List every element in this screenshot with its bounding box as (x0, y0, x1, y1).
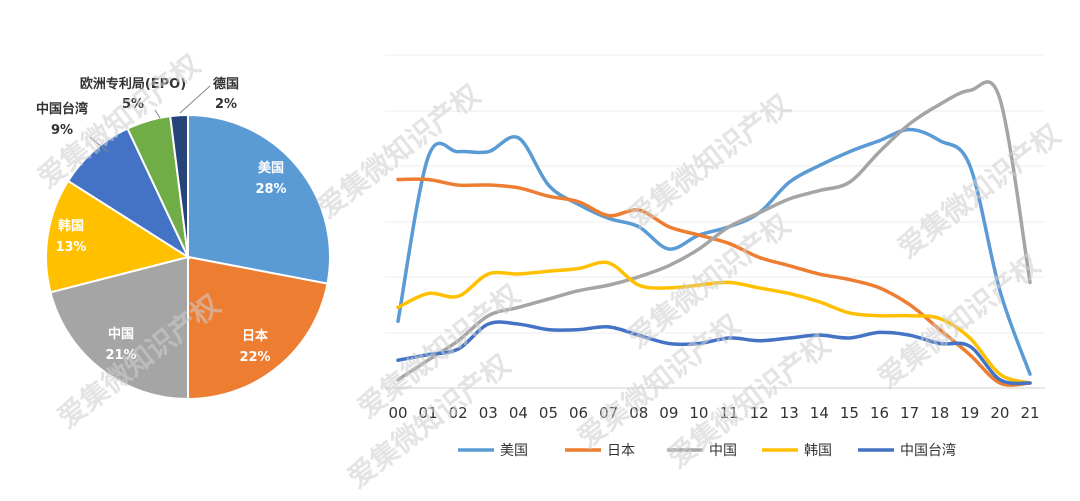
x-tick-label: 15 (840, 404, 859, 422)
pie-leader-line (179, 85, 211, 114)
legend-label: 日本 (607, 443, 635, 459)
pie-slice-percent: 21% (105, 348, 136, 363)
x-tick-label: 10 (689, 404, 708, 422)
x-tick-label: 09 (659, 404, 678, 422)
series-line (396, 320, 1032, 386)
pie-slice-percent: 2% (215, 97, 237, 112)
pie-slice (187, 255, 329, 401)
x-tick-label: 13 (780, 404, 799, 422)
pie-slice-percent: 13% (55, 240, 86, 255)
pie-leader-line (89, 136, 109, 153)
pie-slice (45, 179, 191, 294)
x-tick-label: 03 (479, 404, 498, 422)
x-tick-label: 20 (990, 404, 1009, 422)
legend-label: 韩国 (804, 443, 832, 459)
legend-label: 中国台湾 (900, 442, 956, 459)
x-tick-label: 19 (960, 404, 979, 422)
x-tick-label: 17 (900, 404, 919, 422)
series-line (396, 80, 1032, 382)
pie-slice-label: 日本 (242, 328, 268, 344)
legend-label: 中国 (709, 443, 737, 459)
x-tick-label: 02 (449, 404, 468, 422)
pie-slice-label: 中国台湾 (36, 101, 88, 117)
x-tick-label: 04 (509, 404, 528, 422)
x-tick-label: 11 (720, 404, 739, 422)
x-tick-label: 01 (419, 404, 438, 422)
series-line (396, 127, 1032, 376)
pie-slice-label: 美国 (258, 160, 284, 176)
x-tick-label: 00 (388, 404, 407, 422)
pie-leader-line (154, 109, 161, 119)
pie-slice-percent: 5% (122, 97, 144, 112)
pie-slice (169, 113, 189, 258)
pie-slice-percent: 22% (239, 350, 270, 365)
pie-slice (49, 255, 189, 401)
pie-slice-percent: 9% (51, 123, 73, 138)
pie-chart: 美国 28% 日本 22% 中国 21% 韩国 13% 中国台湾 9% 欧洲专利局(EPO) 5% 德国… (36, 76, 331, 401)
pie-slice-label: 德国 (213, 76, 239, 92)
x-tick-label: 21 (1020, 404, 1039, 422)
x-tick-label: 18 (930, 404, 949, 422)
pie-slice-percent: 28% (255, 182, 286, 197)
pie-slice (66, 127, 191, 260)
legend-label: 美国 (500, 443, 528, 459)
x-tick-label: 08 (629, 404, 648, 422)
series-line (396, 260, 1032, 385)
pie-slice-label: 欧洲专利局(EPO) (80, 76, 186, 92)
x-tick-label: 16 (870, 404, 889, 422)
x-tick-label: 05 (539, 404, 558, 422)
x-tick-label: 14 (810, 404, 829, 422)
x-tick-label: 07 (599, 404, 618, 422)
pie-slice-label: 中国 (108, 326, 134, 342)
pie-slice (187, 113, 331, 285)
x-tick-label: 12 (750, 404, 769, 422)
x-tick-label: 06 (569, 404, 588, 422)
pie-slice-label: 韩国 (58, 218, 84, 234)
